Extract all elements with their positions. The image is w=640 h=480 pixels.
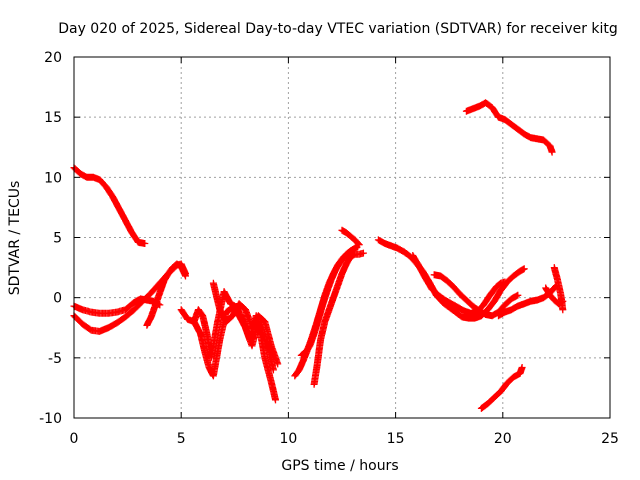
y-tick-label: -10 (39, 411, 62, 427)
data-series (70, 99, 567, 412)
grid-lines (74, 57, 610, 418)
chart-title: Day 020 of 2025, Sidereal Day-to-day VTE… (58, 21, 618, 37)
x-axis-title: GPS time / hours (281, 458, 398, 474)
data-point-marks (297, 243, 361, 359)
y-tick-label: 10 (44, 170, 62, 186)
series-arc-10 (310, 249, 367, 388)
series-arc-16 (477, 364, 526, 412)
data-point-marks (409, 252, 509, 317)
y-tick-label: 20 (44, 50, 62, 66)
y-tick-label: -5 (48, 351, 62, 367)
series-arc-14 (430, 271, 522, 320)
data-point-marks (338, 226, 363, 249)
y-tick-label: 5 (53, 231, 62, 247)
data-point-marks (143, 260, 189, 329)
x-tick-labels: 0 5 10 15 20 25 (70, 431, 619, 447)
x-tick-label: 15 (387, 431, 405, 447)
data-point-marks (542, 284, 567, 308)
y-axis-title: SDTVAR / TECUs (7, 181, 23, 296)
x-tick-label: 0 (70, 431, 79, 447)
data-point-marks (462, 99, 556, 156)
data-point-marks (477, 364, 526, 412)
data-point-marks (310, 249, 367, 388)
x-tick-label: 20 (494, 431, 512, 447)
data-point-marks (430, 271, 522, 320)
y-tick-label: 15 (44, 110, 62, 126)
data-point-marks (70, 164, 149, 247)
series-arc-11 (338, 226, 363, 249)
y-tick-label: 0 (53, 291, 62, 307)
x-tick-label: 10 (279, 431, 297, 447)
x-tick-label: 25 (601, 431, 619, 447)
series-arc-19 (542, 284, 567, 308)
x-tick-label: 5 (177, 431, 186, 447)
series-arc-15 (462, 99, 556, 156)
series-arc-13 (409, 252, 509, 317)
data-point-marks (209, 279, 282, 368)
y-tick-labels: -10 -5 0 5 10 15 20 (39, 50, 62, 427)
series-arc-9 (297, 243, 361, 359)
plot-frame (73, 56, 611, 419)
series-arc-7 (209, 279, 282, 368)
series-arc-1 (70, 164, 149, 247)
series-arc-4 (143, 260, 189, 329)
